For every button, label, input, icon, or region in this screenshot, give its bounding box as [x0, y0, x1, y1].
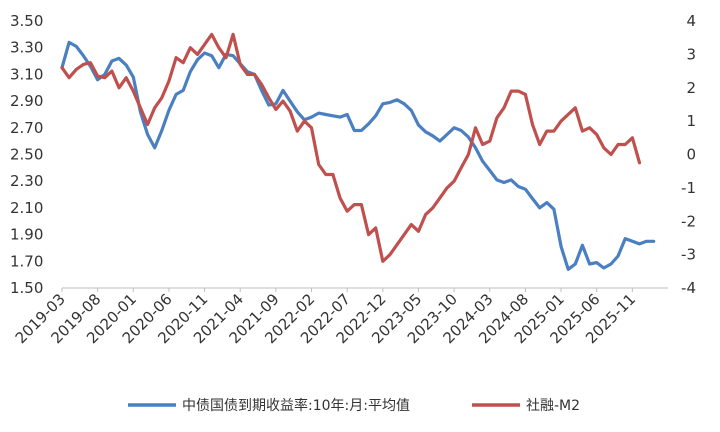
y-right-tick-label: -3 [681, 246, 696, 264]
y-right-tick-label: 4 [686, 12, 696, 30]
y-left-tick-label: 1.90 [10, 226, 43, 244]
legend-label-2: 社融-M2 [526, 398, 580, 414]
series-line-1 [60, 40, 656, 271]
y-right-tick-label: 1 [686, 112, 696, 130]
y-right-tick-label: -2 [681, 212, 696, 230]
y-right-tick-label: 0 [686, 146, 696, 164]
y-left-tick-label: 3.10 [10, 65, 43, 83]
y-right-tick-label: -1 [681, 179, 696, 197]
legend-label-1: 中债国债到期收益率:10年:月:平均值 [182, 397, 410, 414]
series-line-2 [60, 32, 642, 263]
y-right-tick-label: 3 [686, 45, 696, 63]
y-left-tick-label: 3.30 [10, 39, 43, 57]
y-left-tick-label: 1.70 [10, 252, 43, 270]
y-left-tick-label: 3.50 [10, 12, 43, 30]
y-right-tick-label: 2 [686, 79, 696, 97]
y-left-tick-label: 2.10 [10, 199, 43, 217]
y-left-tick-label: 2.50 [10, 146, 43, 164]
y-left-tick-label: 2.70 [10, 119, 43, 137]
y-left-tick-label: 2.30 [10, 172, 43, 190]
y-right-tick-label: -4 [681, 279, 696, 297]
y-left-tick-label: 2.90 [10, 92, 43, 110]
y-left-tick-label: 1.50 [10, 279, 43, 297]
